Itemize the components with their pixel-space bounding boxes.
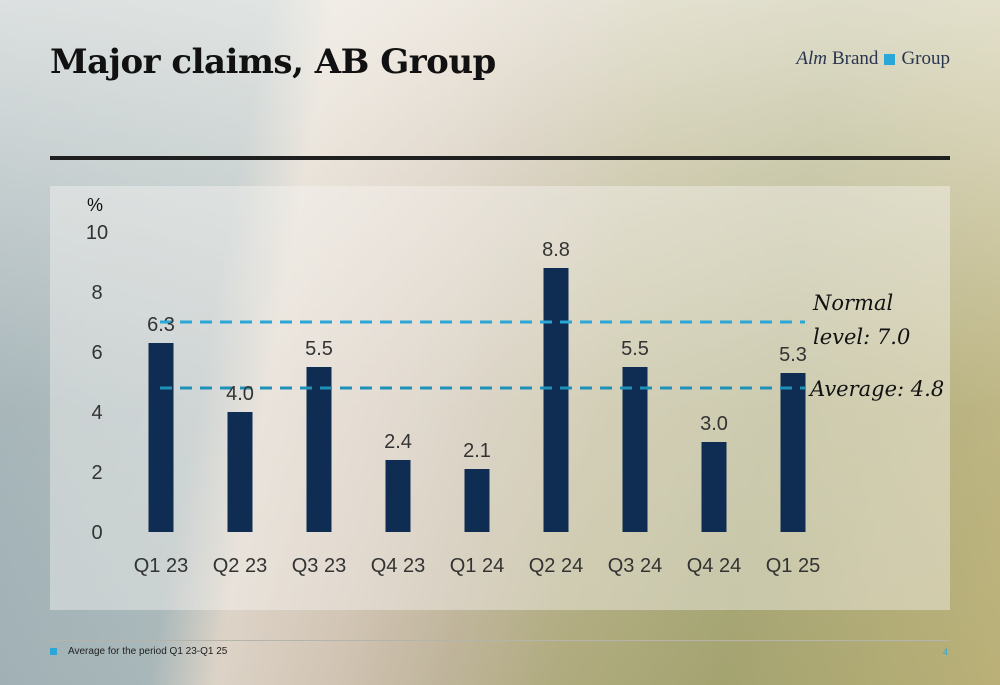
normal-level-value-label: level: 7.0: [813, 325, 910, 349]
x-tick-label: Q1 23: [134, 555, 188, 577]
slide-title: Major claims, AB Group: [50, 42, 496, 82]
y-axis-unit-label: %: [87, 195, 103, 215]
y-tick-label: 2: [91, 462, 102, 484]
logo-text-alm: Alm: [796, 48, 827, 69]
company-logo: Alm Brand Group: [796, 48, 950, 70]
bar: [780, 373, 806, 532]
bar: [385, 460, 411, 532]
average-label: Average: 4.8: [808, 377, 944, 401]
x-tick-label: Q1 25: [766, 555, 820, 577]
bar: [701, 442, 727, 532]
footer-divider: [50, 640, 950, 641]
data-label: 5.3: [779, 344, 807, 366]
data-label: 5.5: [621, 338, 649, 360]
y-tick-label: 10: [86, 222, 108, 244]
x-tick-label: Q4 23: [371, 555, 425, 577]
page-number: 4: [942, 647, 948, 657]
logo-square-icon: [884, 53, 896, 65]
bar: [227, 412, 253, 532]
footnote-square-icon: [50, 648, 57, 655]
x-tick-label: Q1 24: [450, 555, 504, 577]
data-label: 2.4: [384, 431, 412, 453]
logo-text-group: Group: [901, 48, 950, 69]
x-tick-label: Q3 24: [608, 555, 662, 577]
data-label: 2.1: [463, 440, 491, 462]
y-tick-label: 6: [91, 342, 102, 364]
logo-text-brand: Brand: [832, 48, 879, 69]
data-label: 8.8: [542, 239, 570, 261]
title-divider: [50, 156, 950, 160]
footnote: Average for the period Q1 23-Q1 25: [50, 646, 227, 657]
data-label: 5.5: [305, 338, 333, 360]
bar: [148, 343, 174, 532]
normal-level-label: Normal: [812, 291, 893, 315]
y-tick-label: 8: [91, 282, 102, 304]
x-tick-label: Q2 23: [213, 555, 267, 577]
data-label: 4.0: [226, 383, 254, 405]
footnote-text: Average for the period Q1 23-Q1 25: [68, 646, 228, 657]
y-tick-label: 0: [91, 522, 102, 544]
bar: [464, 469, 490, 532]
data-label: 6.3: [147, 314, 175, 336]
data-label: 3.0: [700, 413, 728, 435]
bar: [622, 367, 648, 532]
bar: [543, 268, 569, 532]
x-tick-label: Q2 24: [529, 555, 583, 577]
x-tick-label: Q4 24: [687, 555, 741, 577]
y-tick-label: 4: [91, 402, 102, 424]
x-tick-label: Q3 23: [292, 555, 346, 577]
bar: [306, 367, 332, 532]
